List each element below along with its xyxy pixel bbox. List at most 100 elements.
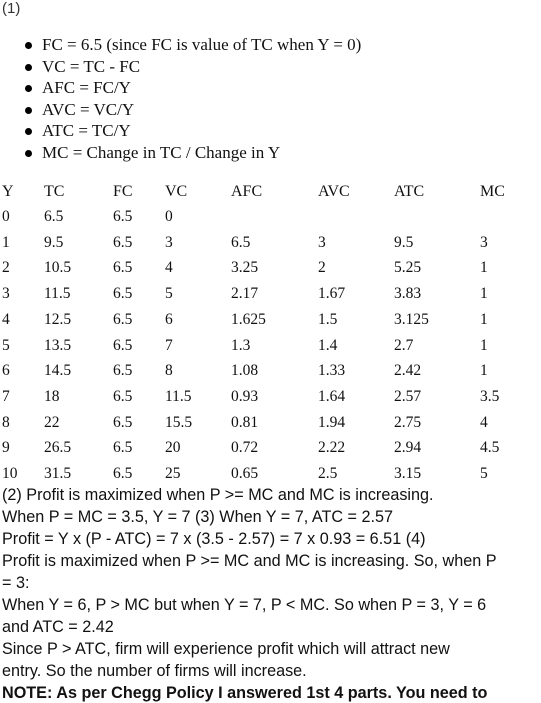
answer-line: When Y = 6, P > MC but when Y = 7, P < M…	[2, 596, 487, 614]
table-cell: 6.5	[231, 233, 251, 251]
table-cell: 6.5	[113, 465, 133, 482]
table-cell: 1.67	[318, 285, 346, 303]
table-cell: 3	[165, 233, 173, 251]
formula-item: MC = Change in TC / Change in Y	[20, 142, 361, 164]
part-1-label: (1)	[2, 0, 21, 17]
column-header: Y	[2, 183, 14, 200]
column-header: VC	[165, 183, 188, 200]
formula-item: AVC = VC/Y	[20, 99, 361, 121]
table-cell: 6	[165, 310, 173, 328]
table-cell: 0.72	[231, 439, 259, 457]
table-cell: 5	[165, 285, 173, 303]
table-cell: 8	[165, 362, 173, 380]
column-header: AVC	[318, 183, 350, 200]
table-cell: 1	[480, 362, 488, 380]
table-cell: 1	[2, 233, 10, 251]
table-cell: 6.5	[113, 285, 133, 303]
table-cell: 4.5	[480, 439, 500, 457]
table-cell: 10.5	[44, 259, 72, 277]
table-cell: 3.125	[394, 310, 429, 328]
policy-note: NOTE: As per Chegg Policy I answered 1st…	[2, 684, 488, 702]
answer-line: = 3:	[2, 574, 30, 592]
formula-list: FC = 6.5 (since FC is value of TC when Y…	[20, 34, 361, 163]
table-cell: 2.17	[231, 285, 259, 303]
table-cell: 10	[2, 465, 18, 482]
bullet-icon	[25, 63, 32, 71]
table-cell: 9.5	[394, 233, 414, 251]
table-cell: 0.93	[231, 387, 259, 405]
table-cell: 31.5	[44, 465, 72, 482]
table-cell: 1	[480, 336, 488, 354]
table-cell: 26.5	[44, 439, 72, 457]
table-cell: 6.5	[113, 413, 133, 431]
table-cell: 8	[2, 413, 10, 431]
column-header: AFC	[231, 183, 263, 200]
table-cell: 3.15	[394, 465, 422, 482]
table-cell: 6.5	[44, 208, 64, 225]
table-cell: 3.5	[480, 387, 500, 405]
formula-item: AFC = FC/Y	[20, 77, 361, 99]
formula-item: FC = 6.5 (since FC is value of TC when Y…	[20, 34, 361, 56]
table-cell: 4	[2, 310, 10, 328]
table-cell: 25	[165, 465, 181, 482]
table-cell: 6.5	[113, 362, 133, 380]
table-cell: 22	[44, 413, 60, 431]
bullet-icon	[25, 42, 32, 49]
table-cell: 3	[480, 233, 488, 251]
table-cell: 2.75	[394, 413, 422, 431]
column-header: MC	[480, 183, 505, 200]
answer-line: (2) Profit is maximized when P >= MC and…	[2, 486, 434, 504]
bullet-icon	[25, 106, 32, 114]
table-cell: 1.94	[318, 413, 346, 431]
table-cell: 6.5	[113, 208, 133, 225]
table-cell: 2.57	[394, 387, 422, 405]
table-cell: 1.4	[318, 336, 338, 354]
table-cell: 6.5	[113, 259, 133, 277]
table-cell: 6	[2, 362, 10, 380]
bullet-icon	[25, 128, 32, 135]
table-cell: 2.42	[394, 362, 422, 380]
bullet-icon	[25, 85, 32, 92]
table-cell: 0	[165, 208, 173, 225]
table-cell: 1	[480, 259, 488, 277]
table-cell: 1.08	[231, 362, 259, 380]
answer-line: When P = MC = 3.5, Y = 7 (3) When Y = 7,…	[2, 508, 393, 526]
table-cell: 2.7	[394, 336, 414, 354]
table-cell: 3.83	[394, 285, 422, 303]
table-cell: 3	[2, 285, 10, 303]
table-cell: 18	[44, 387, 60, 405]
column-header: TC	[44, 183, 65, 200]
table-cell: 2	[2, 259, 10, 277]
answer-line: entry. So the number of firms will incre…	[2, 662, 307, 680]
formula-item: VC = TC - FC	[20, 56, 361, 78]
table-cell: 1.33	[318, 362, 346, 380]
table-cell: 6.5	[113, 387, 133, 405]
table-cell: 1	[480, 310, 488, 328]
table-cell: 1.64	[318, 387, 346, 405]
table-cell: 0	[2, 208, 10, 225]
table-cell: 2	[318, 259, 326, 277]
table-cell: 3	[318, 233, 326, 251]
table-cell: 12.5	[44, 310, 72, 328]
table-cell: 6.5	[113, 233, 133, 251]
table-cell: 0.81	[231, 413, 259, 431]
table-cell: 2.5	[318, 465, 338, 482]
table-cell: 5	[480, 465, 488, 482]
table-cell: 11.5	[165, 387, 192, 405]
table-cell: 14.5	[44, 362, 72, 380]
table-cell: 1	[480, 285, 488, 303]
table-cell: 7	[2, 387, 10, 405]
table-cell: 7	[165, 336, 173, 354]
table-cell: 1.625	[231, 310, 266, 328]
column-header: ATC	[394, 183, 425, 200]
table-cell: 6.5	[113, 310, 133, 328]
table-cell: 3.25	[231, 259, 259, 277]
answer-line: Since P > ATC, firm will experience prof…	[2, 640, 450, 658]
table-cell: 20	[165, 439, 181, 457]
table-cell: 2.22	[318, 439, 346, 457]
table-cell: 15.5	[165, 413, 193, 431]
table-cell: 6.5	[113, 439, 133, 457]
table-cell: 1.5	[318, 310, 338, 328]
table-cell: 9	[2, 439, 10, 457]
table-cell: 9.5	[44, 233, 64, 251]
